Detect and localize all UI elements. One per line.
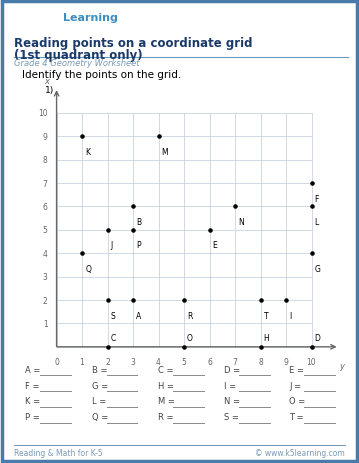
Text: F: F [314,194,319,203]
Text: H =: H = [158,381,174,390]
Text: 8: 8 [43,156,48,165]
Text: T =: T = [289,413,304,421]
Text: P: P [136,241,141,250]
Text: P =: P = [25,413,40,421]
Text: H: H [264,333,269,343]
Text: A: A [136,311,141,320]
Text: L: L [314,218,319,226]
Text: J: J [111,241,113,250]
Text: N =: N = [224,397,241,406]
Text: 9: 9 [284,357,288,367]
Text: 2: 2 [105,357,110,367]
Text: B: B [136,218,141,226]
Text: K5: K5 [29,16,43,25]
Text: M =: M = [158,397,175,406]
Text: D =: D = [224,365,241,374]
Text: 6: 6 [207,357,212,367]
Text: C: C [111,333,116,343]
Text: Grade 4 Geometry Worksheet: Grade 4 Geometry Worksheet [14,59,140,68]
Text: I: I [289,311,291,320]
Text: M: M [162,148,168,156]
Text: D: D [314,333,321,343]
Text: R =: R = [158,413,173,421]
Text: K: K [85,148,90,156]
Text: Q =: Q = [92,413,108,421]
Text: T: T [264,311,268,320]
Text: L =: L = [92,397,106,406]
Text: 2: 2 [43,296,48,305]
Text: Learning: Learning [63,13,118,23]
Text: 10: 10 [38,109,48,118]
Text: I =: I = [224,381,237,390]
Text: F =: F = [25,381,39,390]
Text: Reading & Math for K-5: Reading & Math for K-5 [14,448,103,457]
Text: G =: G = [92,381,108,390]
Text: R: R [187,311,192,320]
Text: © www.k5learning.com: © www.k5learning.com [255,448,345,457]
Text: K =: K = [25,397,40,406]
Text: E =: E = [289,365,304,374]
Text: y: y [340,361,345,370]
Text: 8: 8 [258,357,263,367]
Text: G: G [314,264,321,273]
Text: E: E [213,241,217,250]
Text: 7: 7 [43,179,48,188]
Text: N: N [238,218,244,226]
Text: 4: 4 [156,357,161,367]
Text: 3: 3 [131,357,135,367]
Text: 1): 1) [45,86,54,95]
Text: 5: 5 [182,357,186,367]
Text: J =: J = [289,381,301,390]
Text: O =: O = [289,397,305,406]
Text: C =: C = [158,365,173,374]
Text: 9: 9 [43,132,48,142]
Text: S: S [111,311,115,320]
Text: 1: 1 [80,357,84,367]
Text: 5: 5 [43,226,48,235]
Text: x: x [44,77,49,86]
Text: Reading points on a coordinate grid: Reading points on a coordinate grid [14,37,253,50]
Text: (1st quadrant only): (1st quadrant only) [14,49,143,62]
Text: O: O [187,333,193,343]
Text: 3: 3 [43,273,48,282]
Text: Q: Q [85,264,91,273]
Text: 7: 7 [233,357,237,367]
Text: Identify the points on the grid.: Identify the points on the grid. [22,69,181,80]
Text: S =: S = [224,413,239,421]
Text: 0: 0 [54,357,59,367]
Text: 1: 1 [43,319,48,328]
Text: 6: 6 [43,202,48,212]
Text: A =: A = [25,365,41,374]
Text: B =: B = [92,365,107,374]
Text: 10: 10 [307,357,316,367]
Text: 4: 4 [43,249,48,258]
